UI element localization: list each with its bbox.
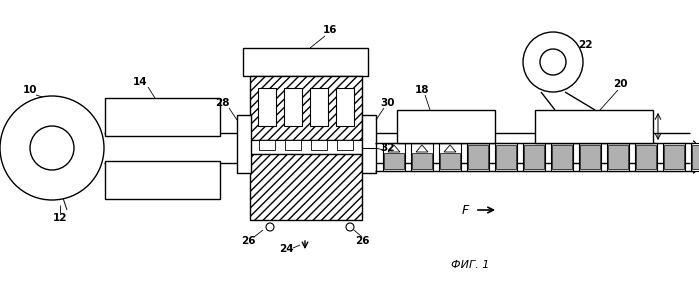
Bar xyxy=(664,145,684,169)
Text: 26: 26 xyxy=(240,236,255,246)
Bar xyxy=(607,143,629,171)
Bar xyxy=(523,143,545,171)
Bar xyxy=(250,154,362,220)
Bar xyxy=(551,143,573,171)
Bar xyxy=(362,115,376,173)
Text: 20: 20 xyxy=(613,79,627,89)
Bar xyxy=(383,143,405,171)
Text: 22: 22 xyxy=(578,40,592,50)
Bar xyxy=(635,143,657,171)
Bar xyxy=(311,140,327,150)
Text: 32: 32 xyxy=(381,143,395,153)
Bar xyxy=(692,145,699,169)
Bar xyxy=(259,140,275,150)
Circle shape xyxy=(266,223,274,231)
Bar xyxy=(337,140,353,150)
Bar xyxy=(310,88,328,126)
Circle shape xyxy=(0,96,104,200)
Text: 18: 18 xyxy=(415,85,429,95)
Text: 10: 10 xyxy=(23,85,37,95)
Polygon shape xyxy=(444,145,456,152)
Bar xyxy=(384,153,404,169)
Bar xyxy=(105,98,220,136)
Bar xyxy=(336,88,354,126)
Circle shape xyxy=(346,223,354,231)
Text: F: F xyxy=(461,203,468,216)
Text: 28: 28 xyxy=(215,98,229,108)
Bar xyxy=(552,145,572,169)
Bar xyxy=(243,48,368,76)
Bar xyxy=(468,145,488,169)
Polygon shape xyxy=(388,145,400,152)
Bar xyxy=(237,115,251,173)
Text: 26: 26 xyxy=(355,236,369,246)
Bar xyxy=(250,76,362,140)
Bar xyxy=(284,88,302,126)
Bar xyxy=(495,143,517,171)
Bar xyxy=(608,145,628,169)
Circle shape xyxy=(540,49,566,75)
Bar xyxy=(397,110,495,143)
Text: 12: 12 xyxy=(52,213,67,223)
Bar xyxy=(496,145,516,169)
Bar xyxy=(663,143,685,171)
Bar xyxy=(250,140,362,154)
Bar xyxy=(412,153,432,169)
Bar xyxy=(524,145,544,169)
Bar xyxy=(580,145,600,169)
Bar xyxy=(440,153,460,169)
Bar xyxy=(579,143,601,171)
Bar xyxy=(258,88,276,126)
Polygon shape xyxy=(416,145,428,152)
Circle shape xyxy=(30,126,74,170)
Bar xyxy=(535,110,653,143)
Circle shape xyxy=(523,32,583,92)
Bar xyxy=(285,140,301,150)
Text: 30: 30 xyxy=(381,98,395,108)
Bar xyxy=(105,161,220,199)
Bar xyxy=(467,143,489,171)
Bar xyxy=(411,143,433,171)
Bar xyxy=(691,143,699,171)
Bar xyxy=(636,145,656,169)
Text: 24: 24 xyxy=(279,244,294,254)
Bar xyxy=(439,143,461,171)
Text: 16: 16 xyxy=(323,25,337,35)
Text: ФИГ. 1: ФИГ. 1 xyxy=(451,260,489,270)
Text: 14: 14 xyxy=(133,77,147,87)
